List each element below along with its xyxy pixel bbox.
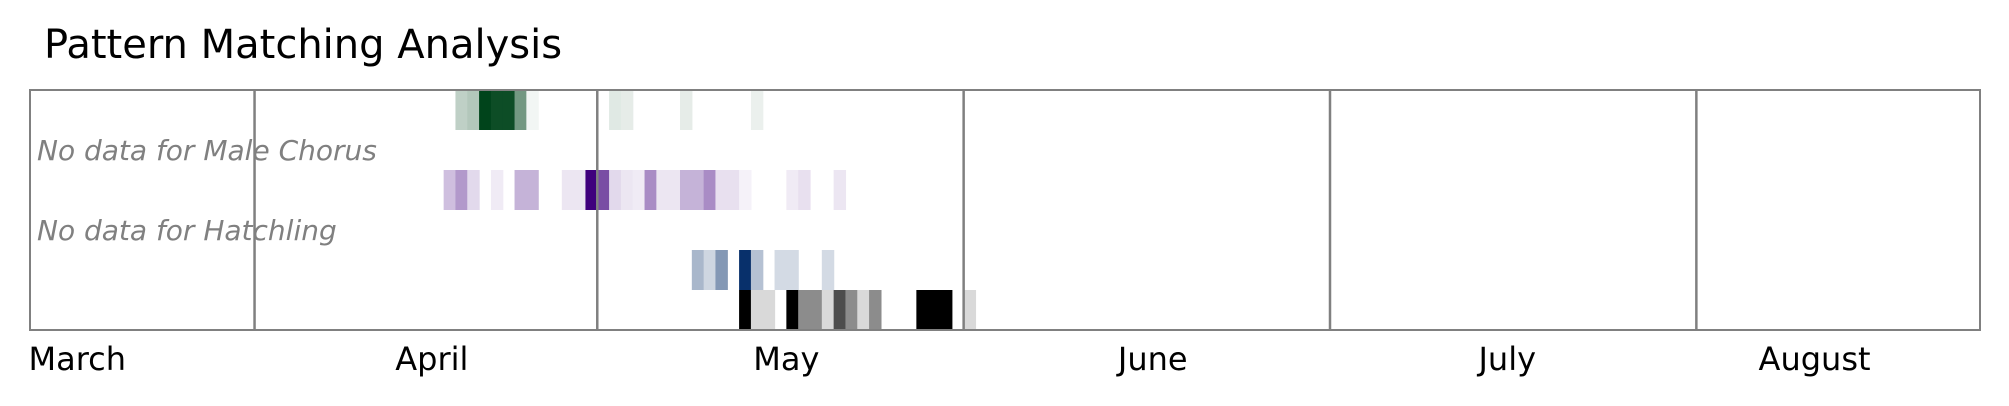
month-tick-label: March (28, 340, 126, 378)
heatmap-cell (869, 290, 882, 330)
heatmap-cell (609, 90, 622, 130)
heatmap-cell (715, 170, 728, 210)
heatmap-cell (467, 90, 480, 130)
heatmap-cell (609, 170, 622, 210)
heatmap-cell (680, 170, 693, 210)
chart-title: Pattern Matching Analysis (44, 22, 563, 68)
month-tick-label: June (1116, 340, 1188, 378)
no-data-label: No data for Hatchling (37, 214, 337, 247)
heatmap-cell (502, 90, 516, 130)
heatmap-cell (963, 290, 977, 330)
heatmap-cell (786, 250, 799, 290)
heatmap-cell (620, 170, 634, 210)
heatmap-cell (490, 170, 504, 210)
heatmap-cell (798, 170, 811, 210)
heatmap-cell (928, 290, 941, 330)
heatmap-cell (443, 170, 457, 210)
heatmap-cell (656, 170, 669, 210)
heatmap-cell (821, 250, 835, 290)
heatmap-cell (691, 250, 705, 290)
heatmap-cell (703, 170, 717, 210)
heatmap-cell (739, 250, 752, 290)
heatmap-cell (526, 90, 539, 130)
no-data-label: No data for Male Chorus (37, 134, 377, 167)
heatmap-cell (750, 290, 764, 330)
heatmap-cell (821, 290, 835, 330)
heatmap-cell (810, 290, 823, 330)
heatmap-cell (455, 170, 468, 210)
heatmap-cell (467, 170, 480, 210)
heatmap-cell (455, 90, 468, 130)
heatmap-cell (774, 250, 787, 290)
month-tick-label: May (753, 340, 819, 378)
heatmap-cell (750, 250, 764, 290)
heatmap-cell (561, 170, 575, 210)
heatmap-cell (715, 250, 728, 290)
heatmap-cell (703, 250, 717, 290)
heatmap-cell (762, 290, 776, 330)
heatmap-cell (526, 170, 539, 210)
heatmap-cell (739, 290, 752, 330)
heatmap-cell (833, 170, 847, 210)
heatmap-cell (668, 170, 681, 210)
heatmap-cells (443, 90, 977, 330)
heatmap-cell (739, 170, 752, 210)
heatmap-cell (691, 170, 705, 210)
heatmap-cell (644, 170, 657, 210)
month-tick-label: August (1759, 340, 1871, 378)
heatmap-cell (514, 170, 527, 210)
heatmap-cell (833, 290, 847, 330)
x-axis-tick-labels: March April May June July August (28, 340, 1870, 378)
heatmap-cell (845, 290, 858, 330)
plot-frame (29, 89, 1981, 331)
heatmap-cell (597, 170, 610, 210)
heatmap-cell (750, 90, 764, 130)
month-tick-label: April (395, 340, 468, 378)
heatmap-cell (514, 90, 527, 130)
heatmap-cell (940, 290, 953, 330)
heatmap-cell (490, 90, 504, 130)
heatmap-cell (632, 170, 646, 210)
no-data-labels: No data for Male Chorus No data for Hatch… (37, 134, 377, 247)
heatmap-cell (585, 170, 598, 210)
heatmap-cell (916, 290, 929, 330)
heatmap-cell (786, 290, 799, 330)
heatmap-cell (573, 170, 587, 210)
heatmap-cell (680, 90, 693, 130)
heatmap-cell (798, 290, 811, 330)
month-boundaries (253, 90, 1698, 330)
heatmap-cell (479, 90, 492, 130)
heatmap-cell (857, 290, 870, 330)
heatmap-cell (620, 90, 634, 130)
heatmap-cell (786, 170, 799, 210)
month-tick-label: July (1476, 340, 1536, 378)
heatmap-cell (727, 170, 740, 210)
